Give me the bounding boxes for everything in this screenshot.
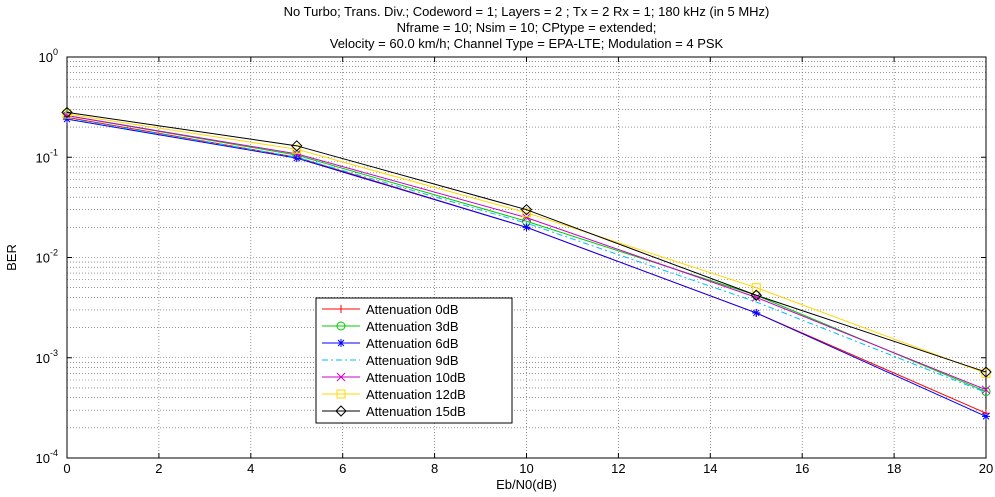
x-tick-label: 18 [887, 461, 901, 476]
data-point [522, 223, 531, 232]
x-tick-label: 2 [155, 461, 162, 476]
data-point [291, 140, 303, 152]
y-tick-label: 10-1 [36, 147, 58, 165]
data-point [980, 366, 992, 378]
series-line [66, 117, 987, 393]
legend-entry: Attenuation 10dB [322, 370, 466, 385]
x-tick-label: 10 [519, 461, 533, 476]
legend-entry: Attenuation 6dB [322, 336, 459, 351]
x-tick-label: 6 [339, 461, 346, 476]
series-lines [61, 106, 992, 421]
legend-marker [337, 339, 345, 347]
series-line [66, 115, 987, 393]
y-tick-label: 10-3 [36, 348, 58, 366]
y-tick-base: 10 [36, 451, 50, 466]
data-point [752, 308, 761, 317]
data-point [520, 203, 533, 216]
x-axis-label: Eb/N0(dB) [496, 477, 557, 492]
legend-box [315, 297, 513, 424]
title-line-2: Nframe = 10; Nsim = 10; CPtype = extende… [397, 20, 657, 35]
data-point [750, 289, 762, 301]
legend-label: Attenuation 10dB [366, 370, 466, 385]
legend-marker [336, 389, 346, 399]
title-line-3: Velocity = 60.0 km/h; Channel Type = EPA… [330, 36, 724, 51]
series-line [66, 111, 987, 373]
y-tick-base: 10 [36, 251, 50, 266]
data-point [982, 412, 990, 421]
x-tick-label: 16 [795, 461, 809, 476]
data-point [61, 106, 73, 119]
data-point [292, 144, 302, 154]
legend-entry: Attenuation 9dB [322, 353, 459, 368]
chart-title: No Turbo; Trans. Div.; Codeword = 1; Lay… [284, 4, 770, 51]
legend-entry: Attenuation 15dB [322, 404, 466, 419]
y-tick-exponent: -1 [50, 147, 58, 157]
series-3 [66, 117, 987, 393]
legend-label: Attenuation 9dB [366, 353, 459, 368]
chart-grid [67, 57, 986, 458]
data-point [522, 208, 531, 218]
title-line-1: No Turbo; Trans. Div.; Codeword = 1; Lay… [284, 4, 770, 19]
data-point [981, 385, 991, 395]
x-tick-label: 0 [63, 461, 70, 476]
legend-marker [336, 321, 346, 331]
x-tick-label: 4 [247, 461, 254, 476]
x-tick-label: 14 [703, 461, 717, 476]
legend-label: Attenuation 3dB [366, 319, 459, 334]
series-6 [61, 106, 992, 378]
series-0 [63, 113, 990, 418]
y-tick-exponent: -2 [50, 248, 58, 258]
series-1 [62, 111, 991, 397]
legend-entry: Attenuation 0dB [322, 302, 459, 317]
y-tick-base: 10 [36, 351, 50, 366]
legend-label: Attenuation 15dB [366, 404, 466, 419]
legend-label: Attenuation 0dB [366, 302, 459, 317]
y-axis-label: BER [4, 244, 19, 271]
legend-entry: Attenuation 3dB [322, 319, 459, 334]
data-point [292, 154, 301, 163]
y-tick-exponent: -3 [50, 348, 58, 358]
data-point [981, 387, 991, 397]
legend-label: Attenuation 12dB [366, 387, 466, 402]
y-tick-label: 10-4 [36, 448, 58, 466]
data-point [292, 149, 302, 159]
series-4 [62, 111, 991, 395]
y-tick-base: 10 [36, 150, 50, 165]
legend-label: Attenuation 6dB [366, 336, 459, 351]
data-point [751, 283, 761, 293]
y-tick-label: 10-2 [36, 248, 58, 266]
legend-marker [337, 305, 345, 313]
y-tick-exponent: -4 [50, 448, 58, 458]
x-tick-label: 20 [979, 461, 993, 476]
y-tick-base: 10 [39, 50, 53, 65]
series-line [66, 113, 987, 374]
x-tick-label: 8 [431, 461, 438, 476]
y-tick-exponent: 0 [53, 47, 58, 57]
legend: Attenuation 0dB Attenuation 3dB Attenuatio… [315, 297, 513, 424]
legend-entry: Attenuation 12dB [322, 387, 466, 402]
x-tick-label: 12 [611, 461, 625, 476]
y-tick-label: 100 [39, 47, 58, 65]
legend-marker [336, 372, 346, 382]
legend-marker [335, 405, 347, 417]
data-point [522, 213, 531, 222]
